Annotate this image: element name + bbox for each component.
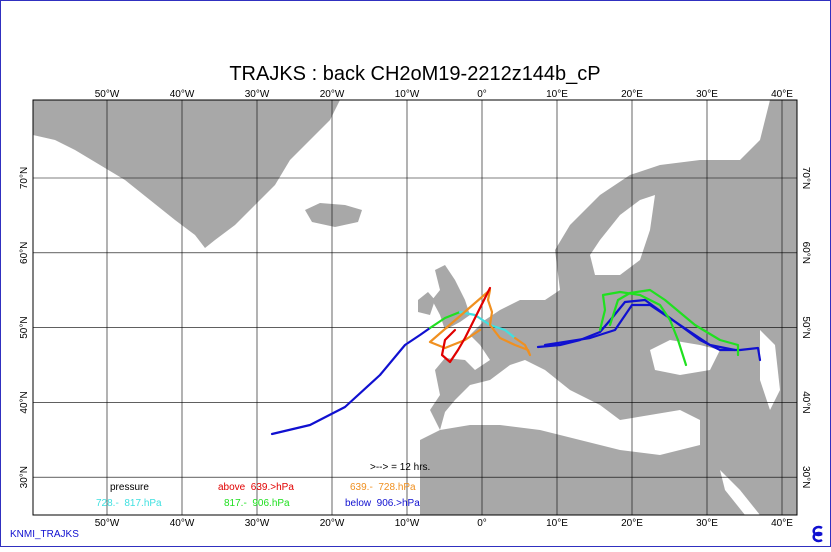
longitude-label: 0° xyxy=(477,89,487,100)
legend-item: 817.- 906.hPa xyxy=(224,498,290,509)
longitude-label: 20°W xyxy=(320,89,345,100)
trajectory xyxy=(440,286,492,364)
longitude-label: 10°E xyxy=(546,518,568,529)
latitude-label: 70°N xyxy=(800,167,811,189)
legend-heading: pressure xyxy=(110,482,149,493)
longitude-label: 50°W xyxy=(95,518,120,529)
longitude-label: 20°W xyxy=(320,518,345,529)
latitude-label: 30°N xyxy=(800,466,811,488)
legend: >--> = 12 hrs. pressure above 639.>hPa 63… xyxy=(96,462,430,509)
map xyxy=(32,99,798,516)
title: TRAJKS : back CH2oM19-2212z144b_cP xyxy=(229,63,600,85)
longitude-label: 40°E xyxy=(771,89,793,100)
trajectory xyxy=(543,303,737,352)
latitude-label: 30°N xyxy=(19,466,30,488)
longitude-label: 30°W xyxy=(245,518,270,529)
red-sea xyxy=(720,470,760,515)
logo xyxy=(812,525,823,543)
longitude-label: 40°E xyxy=(771,518,793,529)
grid xyxy=(33,100,797,515)
caspian-sea xyxy=(760,330,780,410)
time-step: >--> = 12 hrs. xyxy=(370,462,430,473)
longitude-label: 20°E xyxy=(621,518,643,529)
longitude-label: 30°E xyxy=(696,518,718,529)
longitude-label: 10°E xyxy=(546,89,568,100)
longitude-label: 30°E xyxy=(696,89,718,100)
legend-item: below 906.>hPa xyxy=(345,498,420,509)
latitude-label: 70°N xyxy=(19,167,30,189)
footer: KNMI_TRAJKS xyxy=(10,529,79,540)
mediterranean xyxy=(440,360,700,455)
longitude-label: 40°W xyxy=(170,518,195,529)
map-frame xyxy=(32,99,798,516)
trajectory xyxy=(270,326,432,436)
legend-item: 728.- 817.hPa xyxy=(96,498,162,509)
longitude-label: 10°W xyxy=(395,89,420,100)
trajectory xyxy=(598,290,688,367)
legend-item: 639.- 728.hPa xyxy=(350,482,416,493)
longitude-label: 50°W xyxy=(95,89,120,100)
trajectory xyxy=(608,288,740,357)
black-sea xyxy=(650,340,720,375)
legend-item: above 639.>hPa xyxy=(218,482,294,493)
latitude-label: 50°N xyxy=(800,316,811,338)
longitude-label: 0° xyxy=(477,518,487,529)
ireland xyxy=(418,292,435,315)
longitude-label: 20°E xyxy=(621,89,643,100)
trajectory xyxy=(428,310,462,330)
latitude-label: 60°N xyxy=(800,242,811,264)
longitude-label: 40°W xyxy=(170,89,195,100)
britain xyxy=(432,265,470,330)
longitude-label: 30°W xyxy=(245,89,270,100)
baltic-sea xyxy=(590,195,655,275)
latitude-label: 40°N xyxy=(19,391,30,413)
latitude-label: 60°N xyxy=(19,242,30,264)
iceland xyxy=(305,203,362,227)
latitude-label: 40°N xyxy=(800,391,811,413)
latitude-label: 50°N xyxy=(19,316,30,338)
greenland xyxy=(33,100,340,248)
longitude-label: 10°W xyxy=(395,518,420,529)
